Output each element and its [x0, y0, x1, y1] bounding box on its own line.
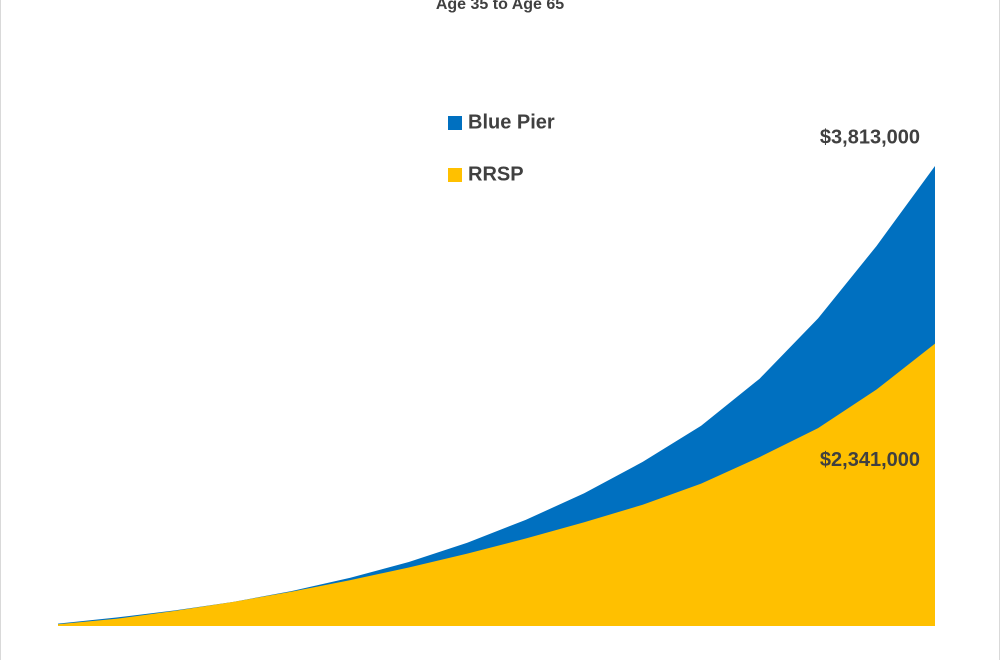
data-label: $3,813,000: [820, 126, 920, 148]
chart-title: Age 35 to Age 65: [436, 0, 564, 13]
data-label: $2,341,000: [820, 449, 920, 471]
legend-swatch: [448, 168, 462, 182]
area: [58, 343, 935, 626]
legend-swatch: [448, 116, 462, 130]
legend-label: RRSP: [468, 163, 524, 185]
legend-label: Blue Pier: [468, 111, 555, 133]
